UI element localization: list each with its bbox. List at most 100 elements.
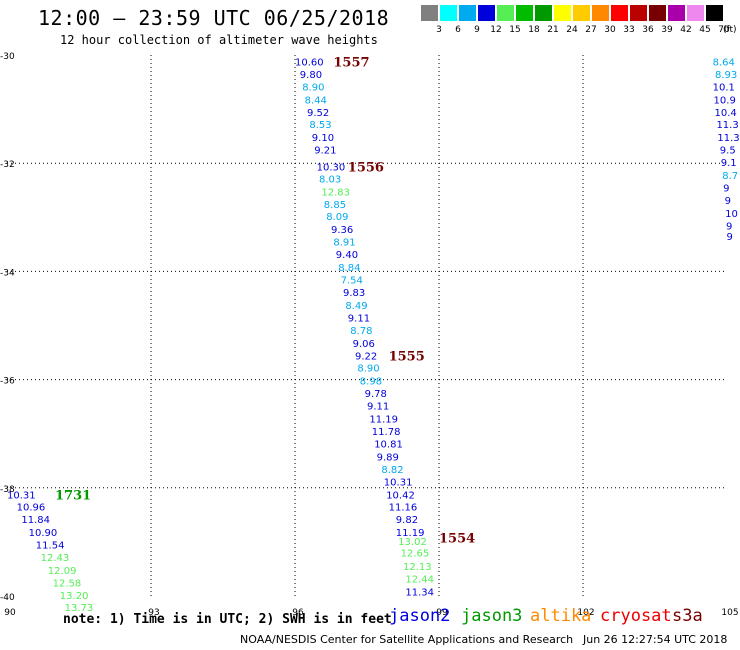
chart-title: 12:00 – 23:59 UTC 06/25/2018 (38, 6, 390, 30)
wave-height-value: 11.84 (21, 515, 50, 526)
x-tick-label: 96 (292, 608, 304, 618)
legend-label: 42 (680, 25, 692, 35)
legend-swatch (706, 5, 723, 21)
wave-height-value: 12.44 (405, 575, 434, 586)
satellite-cryosat: cryosat (600, 606, 672, 626)
wave-height-value: 9.22 (355, 351, 377, 362)
legend-swatch (668, 5, 685, 21)
wave-height-value: 11.3 (716, 120, 738, 131)
x-tick-label: 93 (148, 608, 159, 618)
wave-height-value: 12.65 (401, 549, 430, 560)
y-tick-label: -30 (0, 52, 15, 62)
y-tick-label: -40 (0, 593, 15, 603)
wave-height-value: 8.84 (338, 263, 360, 274)
wave-height-value: 10.81 (374, 439, 403, 450)
wave-height-value: 8.82 (381, 465, 403, 476)
wave-height-value: 10.1 (713, 82, 735, 93)
legend-swatch (497, 5, 514, 21)
y-tick-label: -32 (0, 160, 15, 170)
legend-swatch (459, 5, 476, 21)
wave-height-value: 9.10 (312, 133, 334, 144)
wave-height-value: 8.90 (357, 364, 379, 375)
satellite-altika: altika (530, 606, 592, 626)
legend-label: 33 (623, 25, 635, 35)
wave-height-value: 8.78 (350, 326, 372, 337)
legend-label: 9 (474, 25, 480, 35)
pass-time-label: 1557 (333, 55, 369, 70)
wave-height-value: 8.93 (715, 70, 737, 81)
legend-swatch (649, 5, 666, 21)
legend-label: 70 (718, 25, 730, 35)
y-tick-label: -34 (0, 268, 15, 278)
wave-height-value: 7.54 (341, 276, 363, 287)
legend-label: 27 (585, 25, 597, 35)
x-tick-label: 105 (721, 608, 738, 618)
wave-height-value: 11.3 (717, 133, 739, 144)
wave-height-value: 10.30 (317, 162, 346, 173)
footer-credit: NOAA/NESDIS Center for Satellite Applica… (240, 633, 574, 646)
wave-height-value: 9.21 (314, 146, 336, 157)
wave-height-value: 8.03 (319, 174, 341, 185)
wave-height-value: 8.90 (302, 82, 324, 93)
wave-height-value: 10.31 (384, 477, 413, 488)
wave-height-value: 8.85 (324, 200, 346, 211)
wave-height-value: 9.1 (721, 158, 737, 169)
wave-height-value: 8.49 (345, 301, 367, 312)
wave-height-value: 9.52 (307, 108, 329, 119)
legend-label: 45 (699, 25, 711, 35)
generated-timestamp: Jun 26 12:27:54 UTC 2018 (583, 633, 728, 646)
wave-height-value: 9 (726, 221, 732, 232)
pass-time-label: 1554 (439, 532, 475, 547)
wave-height-value: 9.36 (331, 225, 353, 236)
wave-height-value: 8.09 (326, 212, 348, 223)
wave-height-value: 8.98 (360, 377, 382, 388)
wave-height-value: 9.06 (353, 339, 375, 350)
wave-height-value: 10.9 (714, 95, 736, 106)
legend-swatch (630, 5, 647, 21)
wave-height-value: 10.4 (715, 108, 737, 119)
pass-time-label: 1556 (348, 160, 384, 175)
wave-height-value: 11.19 (369, 415, 398, 426)
chart-subtitle: 12 hour collection of altimeter wave hei… (60, 33, 378, 47)
wave-height-value: 12.09 (48, 566, 77, 577)
wave-height-value: 9.83 (343, 288, 365, 299)
legend-label: 15 (509, 25, 521, 35)
wave-height-value: 9.89 (377, 452, 399, 463)
wave-height-value: 8.53 (309, 120, 331, 131)
legend-swatch (421, 5, 438, 21)
wave-height-value: 10.90 (29, 528, 58, 539)
wave-height-value: 9.11 (348, 313, 370, 324)
legend-label: 21 (547, 25, 559, 35)
wave-height-value: 10.96 (17, 503, 46, 514)
wave-height-value: 9.80 (300, 70, 322, 81)
wave-height-value: 9.82 (396, 515, 418, 526)
legend-label: 18 (528, 25, 540, 35)
legend-label: 30 (604, 25, 616, 35)
wave-height-value: 11.34 (405, 588, 434, 599)
note-text: note: 1) Time is in UTC; 2) SWH is in fe… (63, 612, 392, 627)
legend-label: 3 (436, 25, 442, 35)
legend-swatch (554, 5, 571, 21)
legend-swatch (535, 5, 552, 21)
legend-swatch (573, 5, 590, 21)
wave-height-value: 9.40 (336, 250, 358, 261)
wave-height-value: 9 (723, 184, 729, 195)
legend-label: 24 (566, 25, 578, 35)
satellite-s3a: s3a (672, 606, 703, 626)
pass-time-label: 1555 (389, 349, 425, 364)
wave-height-value: 10.42 (386, 490, 415, 501)
wave-height-value: 13.20 (60, 591, 89, 602)
wave-height-value: 11.54 (36, 541, 65, 552)
wave-height-value: 9.11 (367, 402, 389, 413)
legend-label: 12 (490, 25, 502, 35)
wave-height-value: 12.43 (41, 553, 70, 564)
x-tick-label: 99 (436, 608, 448, 618)
wave-height-value: 12.58 (53, 578, 82, 589)
wave-height-value: 13.73 (65, 603, 94, 614)
wave-height-value: 8.44 (305, 95, 327, 106)
wave-height-value: 8.91 (333, 238, 355, 249)
legend-label: 36 (642, 25, 654, 35)
legend-swatch (592, 5, 609, 21)
wave-height-value: 10 (725, 209, 738, 220)
